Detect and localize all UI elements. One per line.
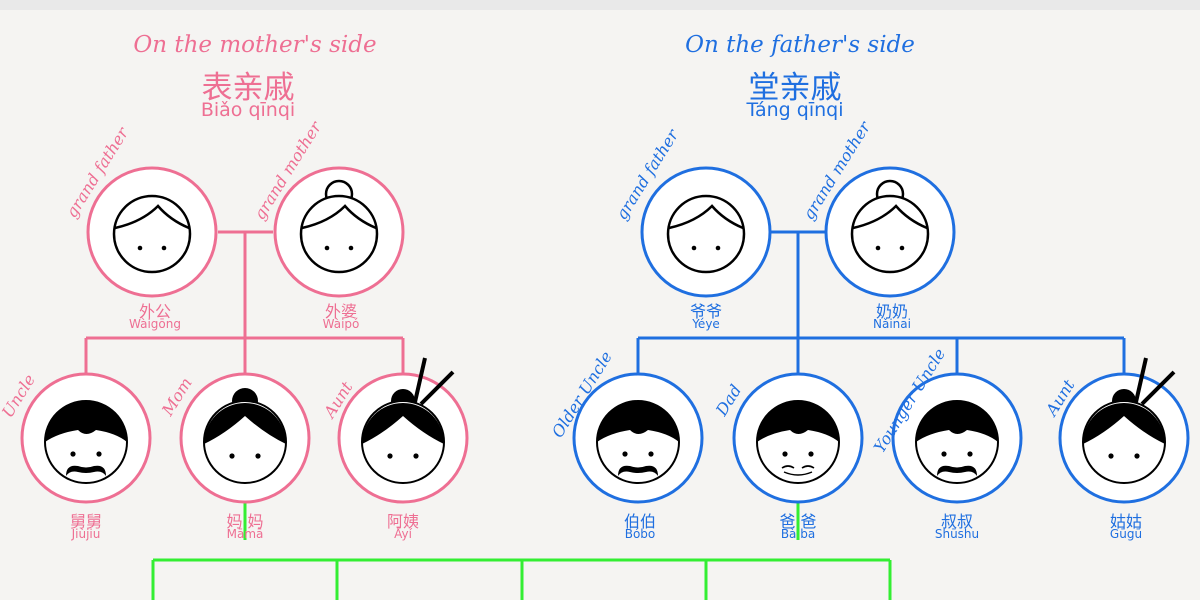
relative-chinese-name: 叔叔 (940, 512, 974, 531)
father-side-heading: On the father's side (685, 32, 915, 58)
relative-chinese-name: 阿姨 (386, 512, 420, 531)
relative-chinese-name: 外公 (138, 302, 172, 321)
relative-chinese-name: 外婆 (324, 302, 358, 321)
mother-side-heading: On the mother's side (133, 32, 377, 58)
father-side-pinyin-title: Táng qīnqi (746, 99, 844, 121)
relative-chinese-name: 伯伯 (623, 512, 657, 531)
father-aunt-node (1058, 356, 1190, 504)
father-younger-uncle-node (891, 372, 1023, 504)
mustache-man-face-icon (44, 400, 128, 484)
relative-chinese-name: 舅舅 (69, 512, 103, 531)
relative-pinyin-name: Nǎinai (873, 317, 911, 331)
relative-pinyin-name: Wàigōng (129, 317, 181, 331)
father-grandfather-node (640, 166, 772, 298)
mustache-man-face-icon (596, 400, 680, 484)
relative-pinyin-name: Āyí (394, 527, 412, 541)
mother-mom-node (179, 372, 311, 504)
relative-pinyin-name: Māmā (226, 527, 264, 541)
relative-pinyin-name: Shūshu (934, 527, 980, 541)
mother-aunt-node (337, 356, 469, 504)
mother-side-connectors (84, 230, 405, 374)
relative-chinese-name: 爸 爸 (779, 512, 817, 531)
mother-grandfather-node (86, 166, 218, 298)
relative-chinese-name: 爷爷 (689, 302, 723, 321)
relative-pinyin-name: Bà ba (780, 527, 816, 541)
father-older-uncle-node (572, 372, 704, 504)
father-dad-node (732, 372, 864, 504)
relative-chinese-name: 奶奶 (875, 302, 909, 321)
relative-pinyin-name: Yéye (692, 317, 720, 331)
father-side-connectors (636, 230, 1126, 374)
mother-uncle-node (20, 372, 152, 504)
mother-side-pinyin-title: Biǎo qīnqi (200, 99, 296, 121)
relative-pinyin-name: Wàipó (322, 317, 360, 331)
relative-pinyin-name: Jiùjiu (71, 527, 101, 541)
grandfather-face-icon (112, 194, 192, 274)
smiling-man-face-icon (756, 400, 840, 484)
father-side-chinese-title: 堂亲戚 (748, 70, 842, 106)
relative-chinese-name: 妈 妈 (226, 512, 264, 531)
relative-pinyin-name: Bóbo (624, 527, 656, 541)
relative-pinyin-name: Gūgū (1109, 527, 1143, 541)
children-connectors (151, 502, 892, 600)
father-grandmother-node (824, 166, 956, 298)
mother-grandmother-node (273, 166, 405, 298)
top-bar (0, 0, 1200, 10)
mother-side-chinese-title: 表亲戚 (201, 70, 295, 106)
mustache-man-face-icon (915, 400, 999, 484)
relative-chinese-name: 姑姑 (1109, 512, 1143, 531)
grandfather-face-icon (666, 194, 746, 274)
